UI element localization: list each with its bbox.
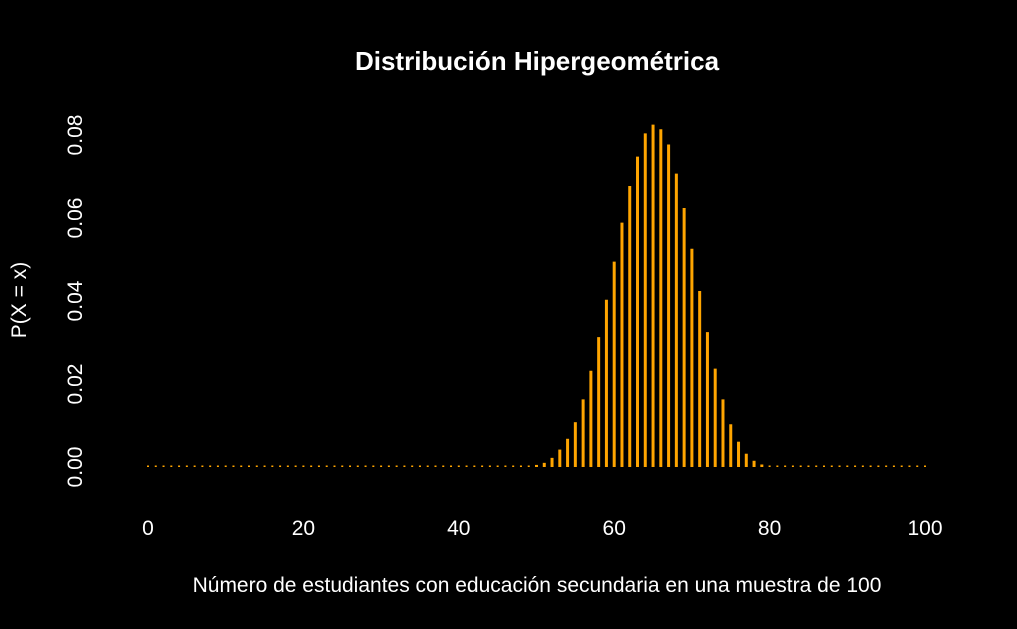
- y-tick-label: 0.00: [64, 447, 87, 488]
- x-tick-label: 0: [142, 517, 154, 540]
- x-axis-label: Número de estudiantes con educación secu…: [193, 574, 882, 597]
- y-tick-label: 0.08: [64, 115, 87, 156]
- y-axis-label: P(X = x): [8, 262, 31, 338]
- chart-title: Distribución Hipergeométrica: [355, 46, 720, 76]
- probability-bars: [147, 124, 926, 467]
- y-tick-label: 0.06: [64, 198, 87, 239]
- x-tick-label: 80: [758, 517, 781, 540]
- x-tick-label: 40: [447, 517, 470, 540]
- y-tick-label: 0.04: [64, 280, 87, 321]
- x-axis-ticks: 0 20 40 60 80 100: [142, 517, 942, 540]
- y-tick-label: 0.02: [64, 364, 87, 405]
- x-tick-label: 20: [292, 517, 315, 540]
- x-tick-label: 100: [907, 517, 942, 540]
- x-tick-label: 60: [603, 517, 626, 540]
- y-axis-ticks: 0.00 0.02 0.04 0.06 0.08: [64, 115, 87, 488]
